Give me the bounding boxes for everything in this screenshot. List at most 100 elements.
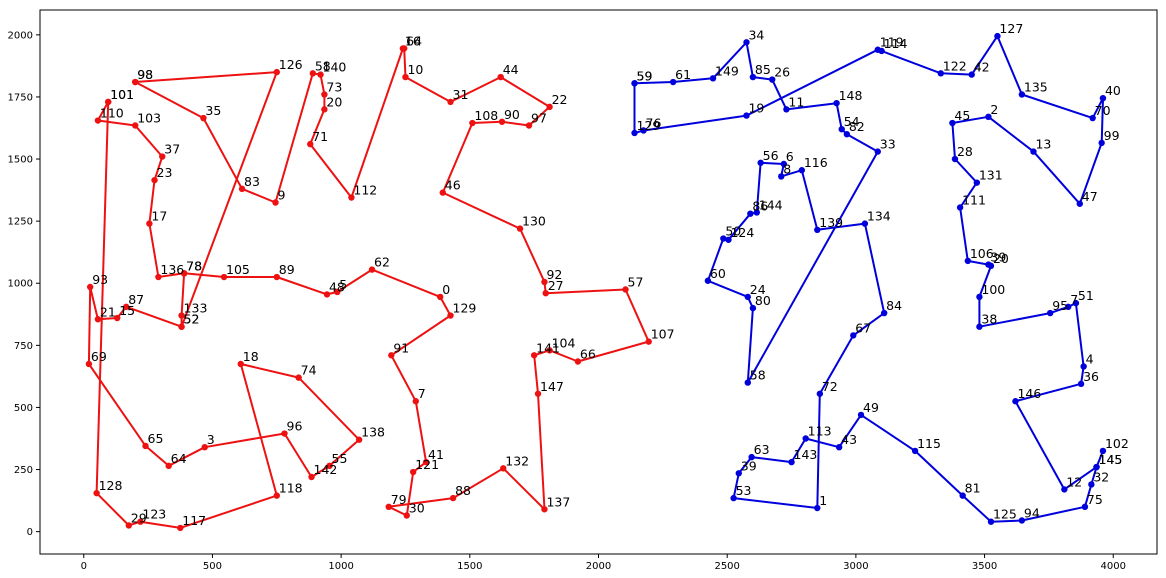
node-point (956, 204, 964, 211)
node-point (546, 103, 553, 111)
node-label: 39 (741, 458, 757, 473)
node-label: 89 (279, 262, 295, 277)
node-label: 91 (393, 340, 409, 355)
node-label: 126 (279, 57, 303, 72)
node-label: 13 (1035, 137, 1051, 152)
node-point (1077, 380, 1085, 388)
node-point (709, 75, 717, 82)
node-point (744, 379, 751, 386)
x-tick-label: 3500 (972, 561, 997, 572)
node-label: 69 (91, 349, 107, 364)
node-label: 11 (788, 94, 804, 109)
node-label: 4 (1086, 351, 1094, 366)
x-tick-label: 1500 (457, 561, 482, 572)
node-point (114, 314, 121, 322)
node-label: 80 (755, 293, 771, 308)
node-point (778, 173, 785, 180)
node-point (850, 332, 857, 339)
node-point (125, 522, 132, 529)
node-label: 44 (503, 62, 519, 77)
node-label: 31 (453, 87, 469, 102)
x-tick-label: 3000 (843, 561, 868, 572)
node-point (86, 283, 94, 291)
node-point (151, 176, 158, 184)
node-point (422, 458, 430, 466)
node-label: 110 (100, 106, 124, 121)
node-point (85, 360, 93, 368)
node-label: 98 (137, 67, 153, 82)
node-point (949, 119, 956, 127)
node-label: 78 (186, 258, 202, 273)
node-point (1061, 486, 1068, 493)
node-label: 71 (312, 129, 328, 144)
node-point (669, 78, 677, 86)
node-label: 142 (314, 462, 338, 477)
node-point (220, 273, 228, 281)
node-label: 76 (646, 115, 662, 130)
node-label: 98 (137, 67, 153, 82)
node-point (911, 447, 919, 455)
node-label: 9 (277, 188, 285, 203)
node-label: 27 (548, 278, 564, 293)
node-point (541, 278, 548, 286)
node-label: 108 (474, 108, 498, 123)
node-point (780, 160, 788, 168)
node-label: 64 (171, 451, 187, 466)
node-label: 57 (628, 274, 644, 289)
node-point (272, 199, 279, 206)
node-point (355, 436, 363, 443)
node-point (1099, 447, 1107, 455)
node-label: 128 (99, 478, 123, 493)
node-point (747, 210, 754, 217)
node-label: 83 (244, 174, 260, 189)
series-line-route_a_2 (96, 101, 185, 278)
node-point (132, 78, 139, 86)
node-point (273, 492, 280, 499)
node-label: 49 (863, 400, 879, 415)
node-label: 21 (100, 304, 116, 319)
node-label: 139 (819, 215, 843, 230)
node-point (631, 129, 638, 137)
node-point (409, 468, 417, 476)
node-point (720, 235, 727, 242)
node-label: 114 (884, 36, 908, 51)
node-label: 129 (453, 301, 477, 316)
node-point (968, 71, 975, 78)
node-point (542, 289, 549, 297)
node-point (530, 352, 538, 359)
node-label: 112 (353, 183, 377, 198)
x-tick-label: 2000 (586, 561, 611, 572)
y-tick-label: 0 (27, 527, 33, 538)
node-label: 36 (1083, 369, 1099, 384)
node-label: 143 (794, 447, 818, 462)
node-label: 102 (1105, 436, 1129, 451)
node-label: 125 (993, 507, 1017, 522)
node-point (769, 76, 776, 83)
node-label: 16 (405, 34, 421, 49)
node-label: 93 (92, 272, 108, 287)
node-label: 123 (142, 507, 166, 522)
node-label: 132 (505, 453, 529, 468)
node-label: 45 (954, 108, 970, 123)
node-label: 130 (522, 214, 546, 229)
y-tick-label: 1500 (8, 155, 33, 166)
node-label: 119 (880, 35, 904, 50)
node-point (725, 236, 732, 243)
node-label: 35 (205, 103, 221, 118)
node-point (985, 261, 992, 268)
node-point (861, 220, 869, 227)
node-label: 96 (287, 419, 303, 434)
node-point (541, 506, 548, 513)
node-point (574, 358, 582, 365)
node-point (295, 374, 302, 381)
x-tick-label: 2500 (714, 561, 739, 572)
node-label: 136 (160, 262, 184, 277)
node-label: 32 (1093, 469, 1109, 484)
node-point (976, 293, 983, 301)
node-point (788, 458, 795, 466)
x-tick-label: 4000 (1101, 561, 1126, 572)
node-label: 103 (137, 111, 161, 126)
node-point (838, 126, 845, 133)
node-label: 147 (540, 379, 564, 394)
node-label: 1 (819, 493, 827, 508)
